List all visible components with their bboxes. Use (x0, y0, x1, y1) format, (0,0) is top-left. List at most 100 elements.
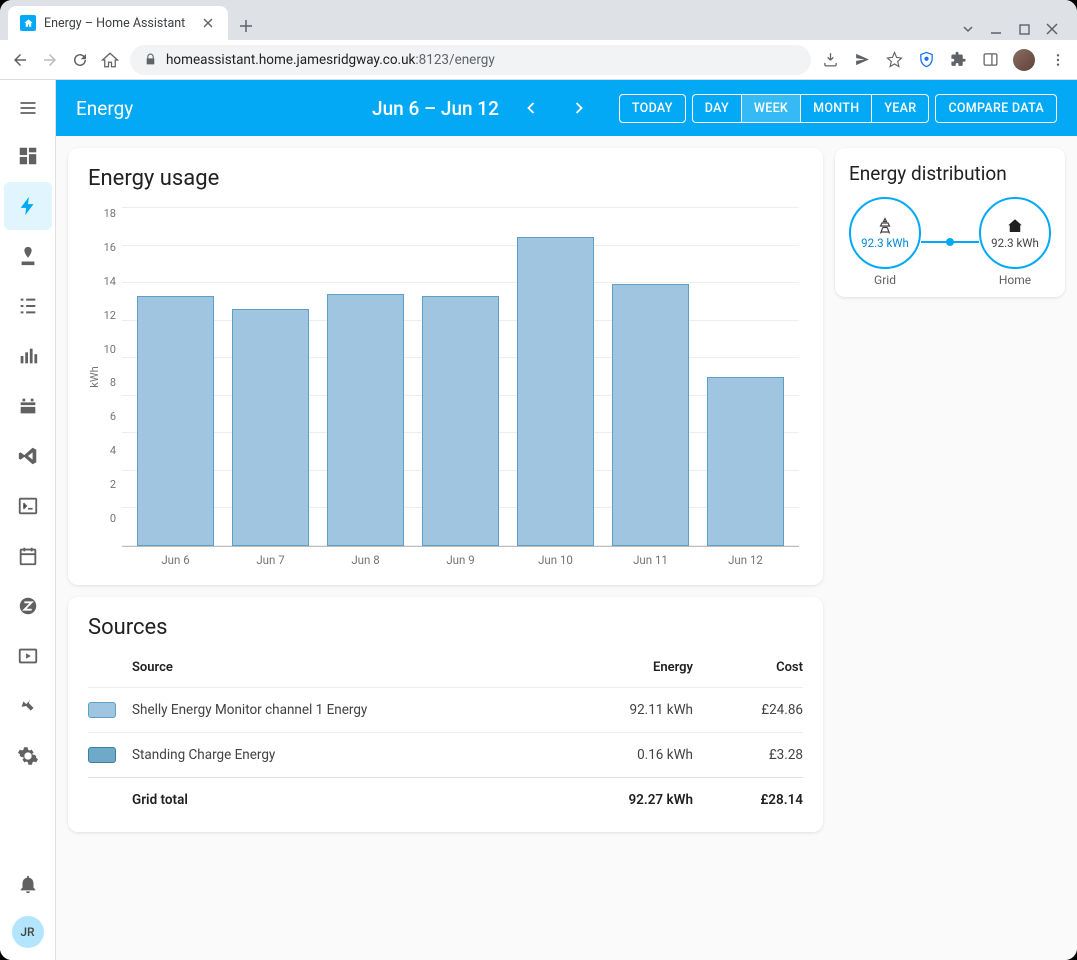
ytick-label: 4 (110, 444, 116, 457)
forward-icon[interactable] (40, 50, 60, 70)
source-row[interactable]: Standing Charge Energy0.16 kWh£3.28 (88, 732, 803, 777)
date-range-label: Jun 6 – Jun 12 (372, 97, 499, 120)
profile-avatar-icon[interactable] (1013, 49, 1035, 71)
home-icon (1006, 217, 1024, 235)
chart-ylabel: kWh (88, 366, 101, 387)
xtick-label: Jun 7 (223, 547, 318, 567)
sources-header-row: Source Energy Cost (88, 648, 803, 687)
distribution-title: Energy distribution (849, 162, 1051, 185)
sidebar-item-logbook[interactable] (4, 282, 52, 330)
ytick-label: 14 (104, 275, 116, 288)
chart-bar[interactable] (327, 294, 405, 546)
hamburger-icon[interactable] (8, 88, 48, 128)
sidebar-item-terminal[interactable] (4, 482, 52, 530)
sidebar-item-zigbee[interactable] (4, 582, 52, 630)
chart-bar[interactable] (232, 309, 310, 546)
next-period-button[interactable] (563, 92, 595, 124)
segment-month[interactable]: MONTH (800, 95, 871, 122)
transmission-tower-icon (876, 217, 894, 235)
menu-dots-icon[interactable] (1049, 51, 1067, 69)
sidebar-item-devtools[interactable] (4, 682, 52, 730)
tab-title: Energy – Home Assistant (44, 16, 185, 31)
col-energy: Energy (553, 660, 693, 675)
ytick-label: 16 (104, 241, 116, 254)
chart-bar[interactable] (517, 237, 595, 546)
sidepanel-icon[interactable] (981, 51, 999, 69)
energy-usage-card: Energy usage kWh 181614121086420 Jun 6J (68, 148, 823, 585)
window-close-icon[interactable] (1045, 22, 1059, 36)
period-segment: DAY WEEK MONTH YEAR (692, 94, 930, 123)
today-button[interactable]: TODAY (619, 94, 686, 123)
ytick-label: 10 (104, 343, 116, 356)
xtick-label: Jun 8 (318, 547, 413, 567)
home-label: Home (999, 273, 1031, 287)
grid-value: 92.3 kWh (861, 236, 909, 250)
home-icon[interactable] (100, 50, 120, 70)
sidebar-item-calendar[interactable] (4, 532, 52, 580)
extensions-icon[interactable] (949, 51, 967, 69)
app-sidebar: JR (0, 80, 56, 960)
sidebar-item-energy[interactable] (4, 182, 52, 230)
bookmark-star-icon[interactable] (885, 51, 903, 69)
browser-tab-strip: Energy – Home Assistant (0, 0, 1077, 40)
close-tab-icon[interactable] (200, 15, 216, 31)
sidebar-item-hacs[interactable] (4, 382, 52, 430)
chart-bar[interactable] (612, 284, 690, 546)
source-energy: 92.11 kWh (553, 702, 693, 718)
source-row[interactable]: Shelly Energy Monitor channel 1 Energy92… (88, 687, 803, 732)
xtick-label: Jun 11 (603, 547, 698, 567)
sidebar-item-vscode[interactable] (4, 432, 52, 480)
ytick-label: 12 (104, 309, 116, 322)
source-name: Shelly Energy Monitor channel 1 Energy (132, 702, 553, 718)
xtick-label: Jun 12 (698, 547, 793, 567)
sidebar-item-map[interactable] (4, 232, 52, 280)
sidebar-item-settings[interactable] (4, 732, 52, 780)
reload-icon[interactable] (70, 50, 90, 70)
energy-usage-title: Energy usage (68, 148, 823, 199)
distribution-home-node[interactable]: 92.3 kWh Home (979, 197, 1051, 287)
shield-icon[interactable] (917, 51, 935, 69)
browser-toolbar: homeassistant.home.jamesridgway.co.uk:81… (0, 40, 1077, 80)
xtick-label: Jun 6 (128, 547, 223, 567)
send-icon[interactable] (853, 51, 871, 69)
flow-connector (921, 241, 979, 243)
sidebar-item-media[interactable] (4, 632, 52, 680)
prev-period-button[interactable] (515, 92, 547, 124)
xtick-label: Jun 10 (508, 547, 603, 567)
url-text: homeassistant.home.jamesridgway.co.uk:81… (166, 52, 495, 68)
source-swatch (88, 747, 116, 763)
chart-bar[interactable] (707, 377, 785, 547)
segment-week[interactable]: WEEK (741, 95, 800, 122)
install-icon[interactable] (821, 51, 839, 69)
ytick-label: 0 (110, 512, 116, 525)
lock-icon (144, 53, 158, 67)
window-minimize-icon[interactable] (989, 22, 1003, 36)
col-cost: Cost (693, 660, 803, 675)
back-icon[interactable] (10, 50, 30, 70)
sidebar-item-overview[interactable] (4, 132, 52, 180)
source-energy: 0.16 kWh (553, 747, 693, 763)
sidebar-item-history[interactable] (4, 332, 52, 380)
ytick-label: 8 (110, 376, 116, 389)
sidebar-item-notifications[interactable] (4, 860, 52, 908)
source-cost: £3.28 (693, 747, 803, 763)
chart-bar[interactable] (422, 296, 500, 546)
page-title: Energy (76, 97, 133, 120)
browser-tab[interactable]: Energy – Home Assistant (8, 6, 228, 40)
distribution-grid-node[interactable]: 92.3 kWh Grid (849, 197, 921, 287)
segment-day[interactable]: DAY (693, 95, 741, 122)
tab-favicon (20, 15, 36, 31)
col-source: Source (132, 660, 553, 675)
user-avatar[interactable]: JR (12, 916, 44, 948)
app-header: Energy Jun 6 – Jun 12 TODAY DAY WEEK MON… (56, 80, 1077, 136)
window-maximize-icon[interactable] (1017, 22, 1031, 36)
home-value: 92.3 kWh (991, 236, 1039, 250)
segment-year[interactable]: YEAR (871, 95, 928, 122)
compare-data-button[interactable]: COMPARE DATA (935, 94, 1057, 123)
new-tab-button[interactable] (232, 12, 260, 40)
address-bar[interactable]: homeassistant.home.jamesridgway.co.uk:81… (130, 45, 811, 75)
ytick-label: 6 (110, 410, 116, 423)
source-swatch (88, 702, 116, 718)
chevron-down-icon[interactable] (961, 22, 975, 36)
chart-bar[interactable] (137, 296, 215, 546)
